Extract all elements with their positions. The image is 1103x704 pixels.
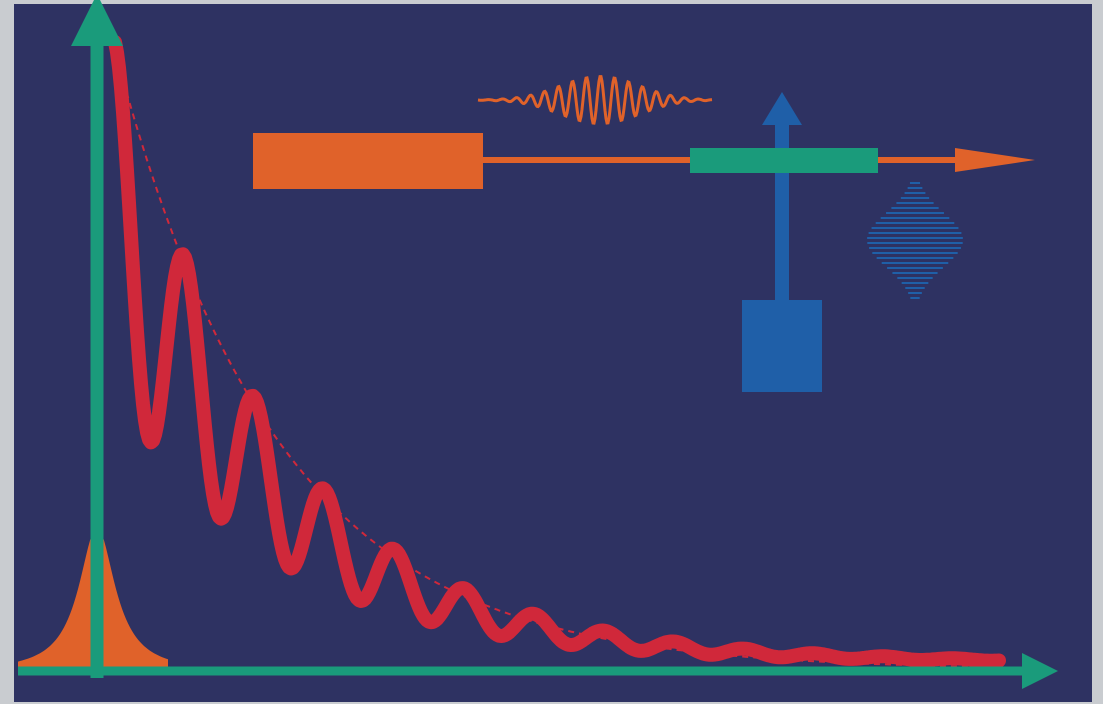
probe-box [742, 300, 822, 392]
oscillation [108, 35, 1006, 668]
beam-arrow [955, 148, 1035, 172]
crystal [690, 148, 878, 173]
probe-arrow [762, 92, 802, 125]
laser-box [253, 133, 483, 189]
wave-packet [477, 75, 713, 125]
